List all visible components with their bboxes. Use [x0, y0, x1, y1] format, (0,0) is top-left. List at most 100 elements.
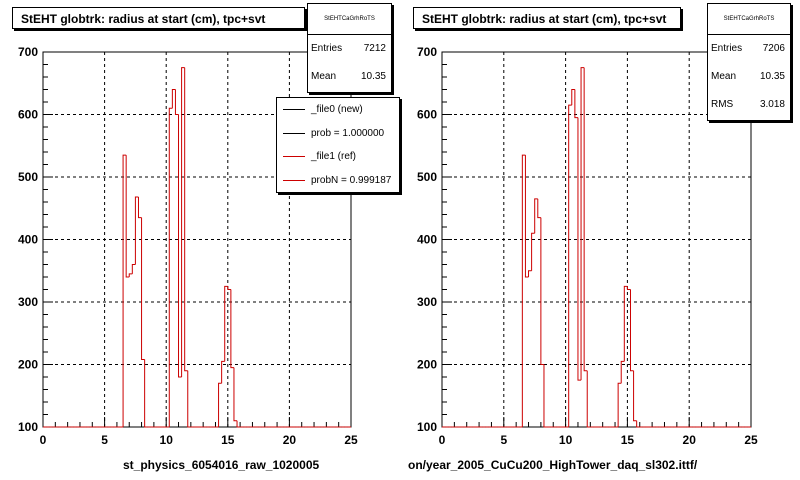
left-hist-bin-29 [131, 264, 136, 274]
right-stats-rms-label: RMS [711, 99, 734, 110]
left-hist-bin-32 [141, 217, 145, 360]
right-y-tick-label-2: 300 [417, 295, 437, 309]
right-stats-name: StEHTCaGrhRoTS [708, 4, 790, 35]
left-hist-bin-42 [171, 89, 176, 109]
left-hist-bin-60 [227, 286, 231, 290]
right-hist-bin-62 [633, 370, 637, 422]
left-x-tick-label-1: 5 [101, 433, 108, 447]
left-hist-bin-33 [144, 359, 148, 428]
left-y-tick-label-0: 100 [18, 420, 38, 434]
right-x-tick-label-2: 10 [559, 433, 573, 447]
legend-line-prob [283, 132, 305, 134]
left-x-tick-label-0: 0 [40, 433, 47, 447]
left-hist-bin-43 [174, 89, 179, 115]
right-hist-bin-60 [626, 286, 631, 290]
left-y-tick-label-2: 300 [18, 295, 38, 309]
right-stats-rms-value: 3.018 [759, 99, 785, 110]
right-stats-rms-row: RMS 3.018 [708, 91, 790, 119]
left-hist-bin-57 [218, 382, 222, 427]
right-hist-bin-31 [537, 198, 541, 219]
right-hist-bin-47 [586, 370, 591, 428]
left-stats-box: StEHTCaGrhRoTS Entries 7212 Mean 10.35 [307, 3, 392, 93]
right-hist-bin-32 [540, 217, 544, 365]
legend-entry-probn: probN = 0.999187 [277, 169, 399, 193]
right-stats-entries-value: 7206 [762, 43, 785, 54]
legend-label-ref: _file1 (ref) [311, 151, 357, 162]
right-stats-mean-value: 10.35 [759, 71, 785, 82]
left-hist-bin-62 [233, 367, 238, 422]
left-hist-bin-58 [221, 360, 225, 384]
left-y-tick-label-1: 200 [18, 358, 38, 372]
left-hist-bin-31 [137, 197, 142, 219]
legend-label-probn: probN = 0.999187 [311, 174, 392, 186]
left-hist-bin-26 [122, 154, 127, 427]
left-hist-bin-30 [134, 196, 139, 265]
left-stats-entries-label: Entries [311, 43, 343, 54]
left-x-tick-label-5: 25 [344, 433, 358, 447]
left-stats-entries-row: Entries 7212 [308, 35, 391, 63]
left-stats-mean-value: 10.35 [360, 71, 386, 82]
right-stats-entries-row: Entries 7206 [708, 35, 790, 63]
right-hist-bin-33 [543, 364, 548, 428]
left-y-tick-label-5: 600 [18, 108, 38, 122]
right-hist-bin-29 [531, 232, 535, 271]
left-y-tick-label-3: 400 [18, 233, 38, 247]
right-hist-bin-30 [534, 198, 538, 234]
right-hist-bin-61 [629, 289, 634, 372]
right-hist-bin-45 [580, 67, 585, 381]
right-x-tick-label-5: 25 [744, 433, 758, 447]
left-hist-bin-63 [236, 420, 241, 428]
right-plot-frame [441, 51, 752, 428]
left-stats-mean-row: Mean 10.35 [308, 63, 391, 91]
legend-label-new: _file0 (new) [311, 104, 363, 115]
right-y-tick-label-0: 100 [417, 420, 437, 434]
left-hist-bin-28 [128, 273, 133, 277]
right-hist-bin-26 [521, 154, 526, 427]
right-y-tick-label-6: 700 [417, 45, 437, 59]
left-hist-bin-59 [224, 285, 228, 362]
right-hist-bin-28 [528, 270, 532, 277]
left-stats-mean-label: Mean [311, 71, 337, 82]
right-stats-mean-label: Mean [711, 71, 737, 82]
left-x-tick-label-3: 15 [221, 433, 235, 447]
left-hist-bin-44 [178, 114, 182, 378]
right-x-axis-title: on/year_2005_CuCu200_HighTower_daq_sl302… [408, 458, 698, 472]
right-hist-bin-42 [571, 89, 575, 106]
right-hist-bin-46 [583, 67, 588, 372]
left-stats-name: StEHTCaGrhRoTS [308, 4, 391, 35]
legend-line-ref [283, 156, 305, 157]
left-plot-title: StEHT globtrk: radius at start (cm), tpc… [12, 7, 305, 29]
right-stats-entries-label: Entries [711, 43, 743, 54]
left-hist-bin-41 [168, 107, 173, 427]
right-hist-bin-57 [617, 382, 622, 427]
left-stats-entries-value: 7212 [363, 43, 386, 54]
right-hist-bin-41 [568, 104, 572, 427]
left-histogram-plot: 0 5 10 15 20 25 100 200 300 400 500 600 700 [18, 45, 358, 447]
left-hist-bin-27 [125, 155, 130, 278]
left-hist-bin-45 [181, 67, 185, 377]
right-x-tick-label-4: 20 [683, 433, 697, 447]
right-x-tick-label-0: 0 [439, 433, 446, 447]
right-plot-title: StEHT globtrk: radius at start (cm), tpc… [413, 7, 681, 29]
left-x-tick-label-4: 20 [283, 433, 297, 447]
right-y-tick-label-3: 400 [417, 233, 437, 247]
legend-entry-new: _file0 (new) [277, 98, 399, 122]
legend-entry-prob: prob = 1.000000 [277, 122, 399, 146]
left-hist-bin-46 [184, 67, 188, 372]
left-hist-bin-61 [230, 289, 234, 369]
right-hist-bin-59 [623, 285, 628, 362]
right-hist-bin-27 [524, 155, 529, 278]
legend-box: _file0 (new) prob = 1.000000 _file1 (ref… [276, 97, 400, 193]
legend-label-prob: prob = 1.000000 [311, 127, 385, 139]
left-x-axis-title: st_physics_6054016_raw_1020005 [123, 458, 320, 472]
right-x-tick-label-3: 15 [621, 433, 635, 447]
right-histogram-plot: 0 5 10 15 20 25 100 200 300 400 500 600 700 [417, 45, 758, 447]
right-y-tick-label-5: 600 [417, 108, 437, 122]
left-x-tick-label-2: 10 [160, 433, 174, 447]
left-y-tick-label-4: 500 [18, 170, 38, 184]
legend-entry-ref: _file1 (ref) [277, 145, 399, 169]
right-hist-bin-58 [620, 360, 625, 384]
legend-line-new [283, 109, 305, 110]
